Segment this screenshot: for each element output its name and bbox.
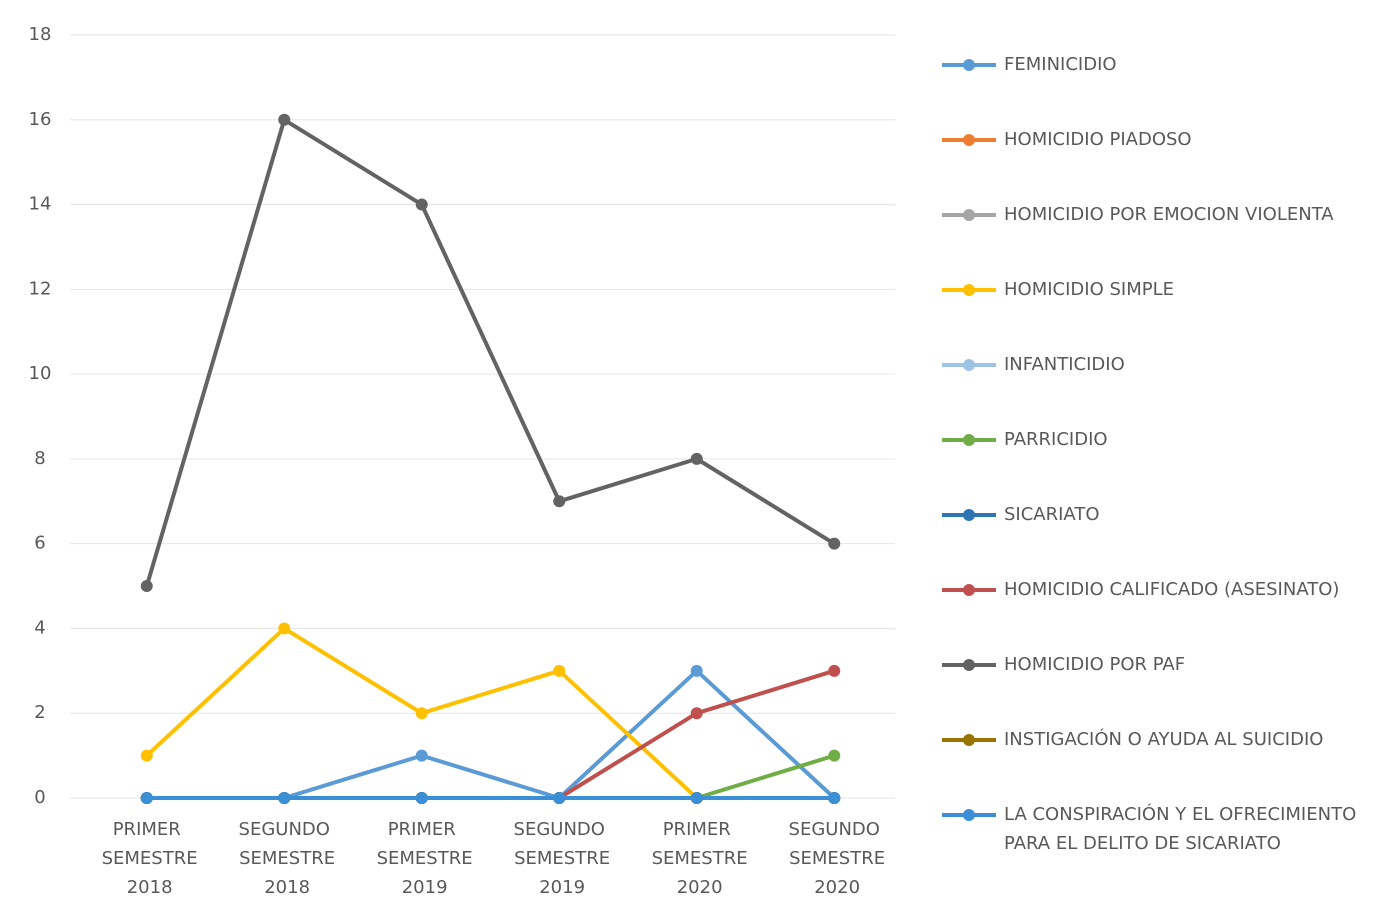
legend-label: HOMICIDIO POR EMOCION VIOLENTA [1004,204,1334,225]
y-tick-label: 10 [29,363,52,384]
data-point [553,792,566,804]
y-tick-label: 6 [34,533,45,554]
legend-label: HOMICIDIO CALIFICADO (ASESINATO) [1004,579,1340,600]
legend-dot [963,509,975,521]
legend-marker [942,809,996,821]
legend-marker [942,584,996,596]
legend-label: INFANTICIDIO [1004,354,1125,375]
y-tick-label: 2 [34,702,45,723]
legend-marker [942,59,996,71]
legend-label: HOMICIDIO POR PAF [1004,654,1186,675]
legend-item: INFANTICIDIO [940,350,1125,379]
data-point [690,452,703,465]
legend-marker [942,209,996,221]
legend-item: PARRICIDIO [940,425,1108,454]
x-tick-label: SEGUNDO SEMESTRE 2020 [783,819,885,898]
legend-marker [942,434,996,446]
legend-item: SICARIATO [940,500,1100,529]
legend-dot [963,734,975,746]
series-line [146,668,835,800]
data-point [278,113,291,126]
x-tick-label: PRIMER SEMESTRE 2020 [646,819,748,898]
data-point [140,580,153,593]
legend-dot [963,359,975,371]
legend-item: HOMICIDIO POR PAF [940,650,1185,679]
legend-dot [963,134,975,146]
data-point [553,495,566,508]
data-point [278,622,291,635]
data-point [828,664,841,677]
y-tick-label: 12 [29,278,52,299]
legend-label: HOMICIDIO SIMPLE [1004,279,1174,300]
legend-label: PARRICIDIO [1004,429,1108,450]
legend-marker [942,734,996,746]
legend-item: HOMICIDIO POR EMOCION VIOLENTA [940,200,1334,229]
data-point [415,749,428,762]
legend-dot [963,434,975,446]
legend-dot [963,284,975,296]
x-tick-label: PRIMER SEMESTRE 2019 [371,819,473,898]
legend-dot [963,209,975,221]
legend-item: INSTIGACIÓN O AYUDA AL SUICIDIO [940,725,1323,754]
legend-label: INSTIGACIÓN O AYUDA AL SUICIDIO [1004,729,1324,750]
data-point [278,792,291,804]
y-tick-label: 18 [29,24,52,45]
data-point [415,792,428,804]
y-tick-label: 0 [34,787,45,808]
legend-dot [963,584,975,596]
legend-item: FEMINICIDIO [940,50,1117,79]
data-point [415,707,428,720]
legend-marker [942,359,996,371]
data-point [828,792,841,804]
legend-label: LA CONSPIRACIÓN Y EL OFRECIMIENTO PARA E… [1004,804,1357,854]
data-point [140,749,153,762]
legend-item: HOMICIDIO SIMPLE [940,275,1174,304]
series-line [144,117,836,587]
data-point [415,198,428,211]
legend-dot [963,809,975,821]
y-tick-label: 4 [34,617,45,638]
legend-item: LA CONSPIRACIÓN Y EL OFRECIMIENTO PARA E… [940,800,1390,858]
data-point [690,664,703,677]
data-point [828,537,841,550]
legend-dot [963,659,975,671]
data-point [553,664,566,677]
y-tick-label: 16 [29,109,52,130]
x-tick-label: PRIMER SEMESTRE 2018 [96,819,198,898]
chart: 0 2 4 6 8 10 12 14 16 18 PRIMER SEMESTRE 2018 SEGUN… [29,24,895,898]
legend-marker [942,284,996,296]
legend-item: HOMICIDIO PIADOSO [940,125,1192,154]
y-tick-label: 14 [29,194,52,215]
data-point [690,792,703,804]
x-tick-label: SEGUNDO SEMESTRE 2018 [233,819,335,898]
legend-marker [942,659,996,671]
series-line [146,668,836,800]
legend-dot [963,59,975,71]
legend-label: HOMICIDIO PIADOSO [1004,129,1192,150]
data-point [140,792,153,804]
legend-marker [942,509,996,521]
legend-label: FEMINICIDIO [1004,54,1117,75]
legend-item: HOMICIDIO CALIFICADO (ASESINATO) [940,575,1339,604]
data-point [828,749,841,762]
legend-label: SICARIATO [1004,504,1100,525]
y-tick-label: 8 [34,448,45,469]
legend-marker [942,134,996,146]
data-point [690,707,703,720]
x-tick-label: SEGUNDO SEMESTRE 2019 [508,819,610,898]
